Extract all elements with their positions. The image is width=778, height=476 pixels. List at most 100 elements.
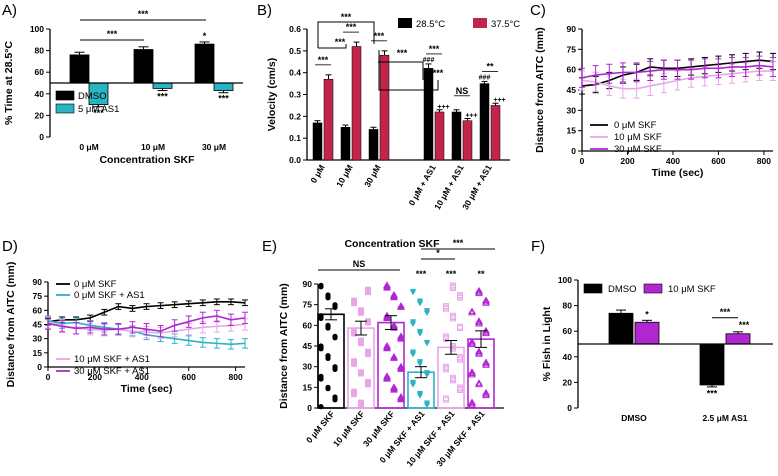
panel-f: F) 0 20 40 60 80 100 % Fish in Light DMSO 2.5 μM … [531, 238, 773, 423]
x-tick-label: 400 [135, 372, 149, 382]
x-axis-label: Concentration SKF [99, 154, 195, 166]
data-point [450, 315, 456, 322]
x-axis-label: Time (sec) [652, 167, 704, 179]
x-tick-label: 0 μM [79, 142, 98, 152]
y-tick-label: 45 [33, 320, 43, 330]
y-tick-label: 30 [303, 362, 313, 372]
x-tick-label: DMSO [621, 413, 647, 423]
legend-swatch [583, 283, 603, 294]
data-point [325, 325, 331, 331]
x-tick-label: 0 μM + AS1 [406, 163, 437, 207]
bar [213, 82, 234, 91]
bracket-0-10-label: *** [107, 29, 118, 39]
bracket-label: *** [341, 12, 352, 22]
bracket-star-label: * [436, 248, 440, 258]
x-tick-label: 10 μM [334, 163, 355, 189]
data-point [475, 288, 483, 295]
bar [317, 313, 345, 409]
panel-label: B) [257, 2, 272, 19]
y-tick-label: 0.4 [289, 68, 301, 78]
data-point [457, 385, 463, 392]
panel-label: D) [2, 238, 18, 255]
bar [490, 105, 501, 161]
legend-label: 0 μM SKF + AS1 [74, 290, 145, 301]
sig-black-mark: ### [423, 57, 435, 64]
sig-below: *** [218, 94, 229, 104]
data-point [475, 348, 483, 356]
data-point [443, 336, 449, 343]
y-axis-label: Distance from AITC (mm) [278, 283, 290, 409]
y-tick-label: 90 [303, 279, 313, 289]
x-tick-label: 30 μM + AS1 [460, 163, 494, 212]
data-point [468, 339, 476, 346]
bar [634, 321, 660, 345]
sig-above: ** [477, 269, 485, 279]
y-tick-label: 30 [567, 105, 577, 115]
legend-label: 5 μM AS1 [78, 104, 119, 115]
y-tick-label: 0.0 [289, 155, 301, 165]
data-point [410, 290, 416, 296]
data-point [468, 401, 476, 408]
data-point [383, 375, 391, 382]
y-tick-label: 0.2 [289, 111, 301, 121]
bar [423, 68, 434, 161]
x-tick-label: 0 μM [308, 163, 326, 185]
data-point [397, 365, 405, 372]
y-tick-label: 75 [33, 291, 43, 301]
y-axis-label: Distance from AITC (mm) [5, 262, 17, 388]
data-point [410, 382, 416, 388]
panel-e: E) 0 15 30 45 60 75 90 Distance from AITC (mm) 0 … [262, 238, 504, 468]
data-point [468, 399, 476, 407]
legend-label: 28.5°C [416, 19, 445, 30]
data-point [475, 379, 483, 386]
panel-label: C) [530, 2, 546, 19]
data-point [351, 391, 357, 398]
data-point [468, 368, 476, 375]
data-point [475, 317, 483, 324]
data-point [468, 308, 476, 316]
data-point [417, 361, 423, 367]
x-axis-label: Time (sec) [121, 383, 173, 395]
data-point [457, 356, 463, 363]
data-point [325, 355, 331, 361]
legend-label: DMSO [608, 284, 637, 295]
panel-label: A) [2, 2, 17, 19]
data-point [325, 386, 331, 392]
series-line [47, 301, 246, 323]
data-point [482, 296, 490, 304]
data-point [482, 299, 490, 306]
x-tick-label: 200 [620, 156, 634, 166]
y-tick-label: 60 [35, 67, 45, 77]
bracket-label: *** [433, 68, 444, 78]
y-tick-label: 0.5 [289, 46, 301, 56]
legend-label: 0 μM SKF [74, 279, 117, 290]
data-point [424, 403, 430, 409]
series-line [581, 64, 774, 79]
data-point [450, 314, 456, 320]
data-point [468, 340, 476, 348]
y-tick-label: 0.1 [289, 133, 301, 143]
y-tick-label: 60 [303, 320, 313, 330]
bar [312, 122, 323, 161]
bracket-ns-label: NS [353, 259, 366, 269]
data-point [351, 330, 357, 337]
bar [340, 127, 351, 161]
y-axis-label: Distance from AITC (mm) [534, 27, 546, 153]
data-point [390, 386, 398, 393]
data-point [390, 354, 398, 361]
data-point [318, 376, 324, 382]
x-tick-label: 800 [229, 372, 243, 382]
data-point [482, 358, 490, 366]
sig-label: *** [707, 389, 718, 399]
x-tick-label: 2.5 μM AS1 [702, 413, 747, 423]
data-point [475, 380, 483, 388]
data-point [417, 301, 423, 307]
data-point [457, 355, 463, 362]
data-point [468, 369, 476, 377]
data-point [332, 335, 338, 341]
data-point [410, 352, 416, 358]
bracket-label: *** [335, 37, 346, 47]
data-point [365, 319, 371, 326]
bar [462, 120, 473, 161]
panel-c: C) 0 15 30 45 60 75 90 Distance from AITC (mm) 0 2… [530, 2, 776, 179]
